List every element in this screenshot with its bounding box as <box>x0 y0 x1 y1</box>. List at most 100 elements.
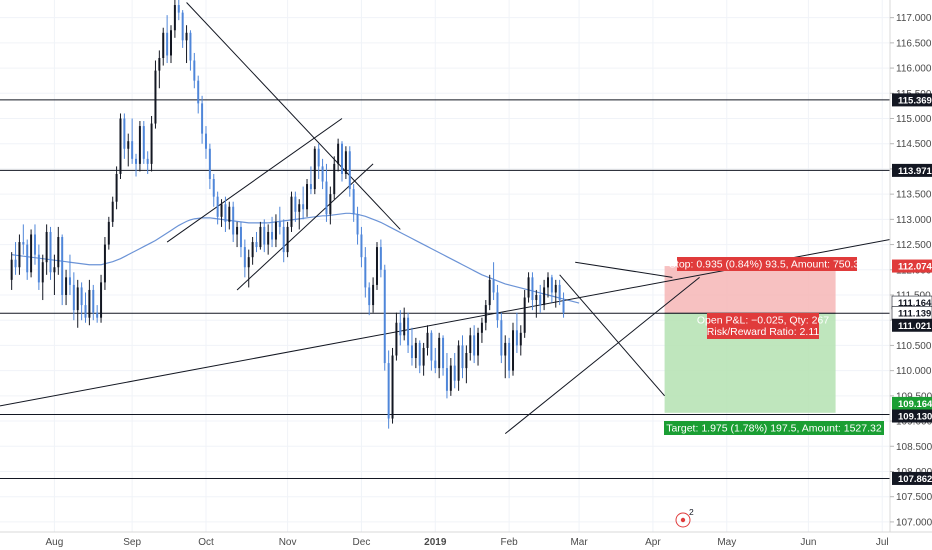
event-count: 2 <box>689 507 694 517</box>
candle-body <box>131 141 134 159</box>
candle-body <box>302 204 305 210</box>
candle-body <box>543 287 546 306</box>
event-dot-icon <box>680 517 686 523</box>
candle-body <box>426 332 429 348</box>
candle-body <box>422 347 425 366</box>
candle-body <box>208 148 211 180</box>
price-badge-label: 111.139 <box>898 309 931 320</box>
candle-body <box>267 231 270 245</box>
candle-body <box>216 196 219 217</box>
candle-body <box>185 32 188 41</box>
candle-body <box>41 262 44 283</box>
candle-body <box>263 226 266 245</box>
candle-body <box>146 158 149 164</box>
candle-body <box>457 345 460 381</box>
candle-body <box>220 204 223 217</box>
trendline <box>559 274 665 397</box>
candle-body <box>519 332 522 346</box>
trendline <box>504 276 700 435</box>
candle-body <box>523 297 526 333</box>
time-tick-label: Jul <box>876 537 889 548</box>
candle-body <box>201 103 204 134</box>
event-marker[interactable]: 2 <box>675 507 694 528</box>
candle-body <box>445 368 448 391</box>
candle-body <box>162 32 165 58</box>
position-annotations[interactable]: Stop: 0.935 (0.84%) 93.5, Amount: 750.35… <box>664 257 884 435</box>
candle-body <box>341 143 344 174</box>
candle-body <box>344 151 347 174</box>
candle-body <box>274 221 277 240</box>
candle-body <box>30 234 33 273</box>
candle-body <box>224 204 227 222</box>
price-badges: 115.369 113.971 112.074 111.164111.139111.0… <box>891 93 932 485</box>
candle-body <box>239 226 242 248</box>
time-tick-label: Jun <box>800 537 816 548</box>
price-tick-label: 109.500 <box>896 391 932 402</box>
candle-body <box>461 345 464 369</box>
candle-body <box>515 330 518 346</box>
price-badge <box>892 93 932 107</box>
candle-body <box>554 284 557 293</box>
price-badge <box>892 471 932 485</box>
candle-body <box>119 118 122 174</box>
risk-reward-label: Risk/Reward Ratio: 2.11 <box>707 326 820 338</box>
candle-body <box>88 289 91 318</box>
event-ring <box>675 512 691 528</box>
candle-body <box>92 289 95 313</box>
candle-body <box>407 317 410 346</box>
candle-body <box>189 32 192 61</box>
trendline <box>166 118 343 243</box>
time-axis[interactable]: Aug Sep Oct Nov Dec 2019 Feb Mar Apr May Jun Jul <box>46 537 889 548</box>
price-tick-label: 107.000 <box>896 517 932 528</box>
candle-body <box>251 242 254 258</box>
candle-body <box>80 287 83 306</box>
candle-body <box>329 194 332 215</box>
candle-body <box>539 294 542 306</box>
price-badge-label: 111.021 <box>898 321 932 332</box>
target-label-bg <box>664 421 884 435</box>
candle-body <box>123 118 126 149</box>
candle-body <box>96 312 99 318</box>
candle-body <box>321 166 324 182</box>
candle-body <box>403 317 406 336</box>
stop-zone <box>664 266 836 314</box>
candle-body <box>72 284 75 311</box>
candle-body <box>512 330 515 371</box>
candle-body <box>368 287 371 306</box>
candle-body <box>488 279 491 306</box>
candle-body <box>379 247 382 270</box>
stop-label-bg <box>677 257 857 271</box>
price-badge <box>892 318 932 332</box>
candle-body <box>135 158 138 164</box>
candle-body <box>527 277 530 298</box>
candle-body <box>111 201 114 222</box>
price-badge <box>892 396 932 410</box>
candle-body <box>430 332 433 361</box>
candle-body <box>45 231 48 263</box>
candle-body <box>438 337 441 369</box>
candle-body <box>10 259 13 280</box>
candle-body <box>309 184 312 190</box>
candle-body <box>278 221 281 227</box>
candle-body <box>391 355 394 419</box>
price-tick-label: 110.500 <box>896 341 932 352</box>
price-tick-label: 112.500 <box>896 240 932 251</box>
stop-label: Stop: 0.935 (0.84%) 93.5, Amount: 750.35 <box>669 259 865 271</box>
candle-body <box>76 287 79 311</box>
candle-body <box>33 234 36 255</box>
candle-body <box>138 126 141 164</box>
price-badge <box>892 409 932 423</box>
candle-body <box>68 277 71 285</box>
time-tick-label: Oct <box>198 537 214 548</box>
candle-body <box>504 342 507 356</box>
candle-body <box>562 300 565 313</box>
candle-body <box>84 305 87 318</box>
target-label: Target: 1.975 (1.78%) 197.5, Amount: 152… <box>666 423 882 435</box>
time-tick-label: Apr <box>645 537 661 548</box>
time-tick-label: Dec <box>353 537 371 548</box>
time-tick-label: 2019 <box>424 537 447 548</box>
candle-body <box>204 133 207 149</box>
candle-body <box>480 322 483 333</box>
candle-body <box>173 5 176 31</box>
